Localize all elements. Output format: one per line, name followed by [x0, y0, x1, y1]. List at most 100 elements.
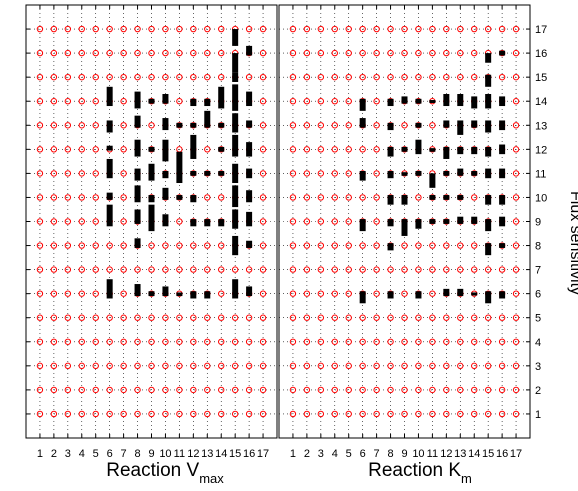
grid-marker: [345, 290, 352, 297]
grid-marker: [162, 266, 169, 273]
grid-marker: [218, 338, 225, 345]
grid-marker: [36, 410, 44, 418]
sensitivity-bar: [232, 53, 239, 73]
y-tick-label: 14: [535, 96, 547, 108]
y-axis-label: Flux sensitivity: [567, 191, 578, 295]
grid-marker: [36, 362, 44, 370]
grid-marker: [471, 410, 478, 418]
grid-marker: [204, 194, 211, 201]
grid-marker: [443, 362, 450, 370]
grid-marker: [92, 73, 99, 81]
grid-marker: [36, 218, 44, 225]
grid-marker: [218, 266, 225, 273]
grid-marker: [204, 266, 211, 273]
grid-marker: [245, 314, 253, 321]
grid-marker: [289, 386, 297, 394]
sensitivity-bar: [499, 216, 506, 227]
grid-marker: [512, 73, 520, 81]
grid-marker: [401, 338, 408, 345]
grid-marker: [231, 314, 239, 321]
grid-marker: [148, 73, 155, 81]
grid-marker: [415, 25, 422, 33]
grid-marker: [120, 266, 127, 273]
grid-marker: [259, 49, 267, 57]
sensitivity-bar: [162, 214, 169, 227]
sensitivity-bar: [499, 144, 506, 155]
grid-marker: [359, 49, 366, 57]
sensitivity-bar: [485, 219, 492, 232]
sensitivity-bar: [246, 45, 253, 56]
grid-marker: [120, 98, 127, 105]
grid-marker: [162, 314, 169, 321]
grid-marker: [387, 73, 394, 81]
grid-marker: [162, 242, 169, 249]
sensitivity-bar: [485, 168, 492, 179]
grid-marker: [204, 146, 211, 153]
grid-marker: [345, 410, 352, 418]
grid-marker: [401, 314, 408, 321]
grid-marker: [64, 146, 72, 153]
grid-marker: [50, 146, 58, 153]
grid-marker: [401, 242, 408, 249]
sensitivity-bar: [359, 98, 366, 111]
grid-marker: [148, 242, 155, 249]
sensitivity-bar: [359, 291, 366, 304]
grid-marker: [134, 362, 141, 370]
sensitivity-bar: [443, 120, 450, 128]
sensitivity-bar: [485, 94, 492, 109]
sensitivity-bar: [471, 96, 478, 109]
grid-marker: [289, 25, 297, 33]
grid-marker: [512, 218, 520, 225]
grid-marker: [512, 170, 520, 177]
grid-marker: [471, 194, 478, 201]
sensitivity-bar: [190, 170, 197, 176]
sensitivity-bar: [204, 291, 211, 299]
grid-marker: [331, 122, 338, 129]
grid-marker: [134, 73, 141, 81]
grid-marker: [443, 386, 450, 394]
sensitivity-bar: [106, 204, 113, 227]
sensitivity-bar: [499, 50, 506, 56]
grid-marker: [78, 266, 85, 273]
grid-marker: [484, 314, 492, 321]
grid-marker: [64, 266, 72, 273]
sensitivity-bar: [246, 91, 253, 107]
x-tick-label: 15: [482, 448, 494, 460]
grid-marker: [134, 386, 141, 394]
sensitivity-bar: [232, 84, 239, 111]
grid-marker: [106, 386, 113, 394]
x-tick-label: 13: [454, 448, 466, 460]
grid-marker: [134, 25, 141, 33]
sensitivity-bar: [471, 170, 478, 176]
grid-marker: [512, 362, 520, 370]
sensitivity-bar: [471, 120, 478, 128]
grid-marker: [245, 410, 253, 418]
grid-marker: [120, 49, 127, 57]
grid-marker: [415, 242, 422, 249]
grid-marker: [331, 290, 338, 297]
sensitivity-bar: [457, 120, 464, 135]
grid-marker: [120, 338, 127, 345]
grid-marker: [512, 266, 520, 273]
grid-marker: [120, 25, 127, 33]
grid-marker: [50, 386, 58, 394]
grid-marker: [373, 386, 380, 394]
grid-marker: [471, 49, 478, 57]
grid-marker: [457, 73, 464, 81]
grid-marker: [331, 49, 338, 57]
grid-marker: [92, 218, 99, 225]
grid-marker: [317, 194, 325, 201]
grid-marker: [190, 362, 197, 370]
grid-marker: [190, 386, 197, 394]
grid-marker: [443, 242, 450, 249]
grid-marker: [64, 314, 72, 321]
grid-marker: [498, 266, 506, 273]
sensitivity-bar: [246, 211, 253, 227]
sensitivity-bar: [148, 163, 155, 181]
sensitivity-bar: [415, 98, 422, 104]
grid-marker: [471, 386, 478, 394]
grid-marker: [134, 266, 141, 273]
sensitivity-bar: [457, 195, 464, 200]
grid-marker: [259, 386, 267, 394]
grid-marker: [331, 73, 338, 81]
